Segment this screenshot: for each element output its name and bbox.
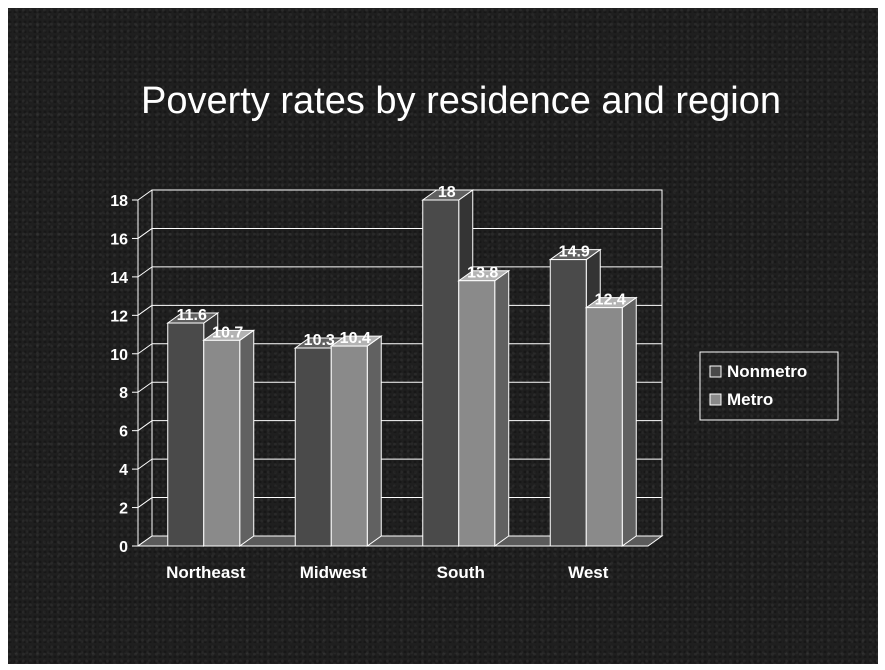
side-wall-gridline xyxy=(137,228,153,239)
y-tick-label: 18 xyxy=(110,193,128,210)
bar-side xyxy=(494,269,510,547)
bar xyxy=(458,280,496,547)
chart-title: Poverty rates by residence and region xyxy=(140,80,782,122)
side-wall-gridline xyxy=(137,304,153,316)
bar xyxy=(330,345,368,547)
side-wall-gridline xyxy=(137,343,153,355)
side-wall-gridline xyxy=(137,381,153,393)
data-label: 18 xyxy=(438,184,456,201)
bar-chart: 0 2 4 6 8 10 12 14 16 18 11.6 10.7 Northeast 10.3 10.4… xyxy=(110,184,839,582)
y-tick-label: 14 xyxy=(110,270,128,287)
legend-box xyxy=(699,351,839,421)
data-label: 11.6 xyxy=(177,307,207,324)
y-tick-label: 10 xyxy=(110,347,128,364)
data-label: 10.3 xyxy=(304,332,335,349)
bar xyxy=(549,259,587,547)
side-wall-gridline xyxy=(137,189,153,201)
bar xyxy=(294,347,332,547)
bar-side xyxy=(366,335,382,547)
bar-side xyxy=(239,329,255,547)
legend-swatch xyxy=(709,365,722,378)
data-label: 10.4 xyxy=(340,330,371,347)
y-tick-label: 0 xyxy=(119,539,128,556)
bar xyxy=(203,339,241,547)
x-category-label: Northeast xyxy=(166,563,246,582)
slide: Poverty rates by residence and region 0 2… xyxy=(8,8,878,664)
y-tick-label: 4 xyxy=(119,462,128,479)
x-category-label: West xyxy=(568,563,609,582)
legend-label: Metro xyxy=(727,390,773,409)
x-category-label: South xyxy=(437,563,485,582)
side-wall-gridline xyxy=(137,266,153,278)
bar xyxy=(422,199,460,547)
side-wall-gridline xyxy=(137,458,153,470)
side-wall-gridline xyxy=(137,420,153,432)
y-tick-label: 8 xyxy=(119,385,128,402)
data-label: 13.8 xyxy=(467,265,498,282)
y-tick-label: 6 xyxy=(119,424,128,441)
bar-side xyxy=(621,296,637,547)
y-tick-label: 16 xyxy=(110,231,128,248)
y-tick-label: 12 xyxy=(110,308,128,325)
legend-label: Nonmetro xyxy=(727,362,807,381)
y-tick-label: 2 xyxy=(119,501,128,518)
bar xyxy=(167,322,205,547)
side-wall-gridline xyxy=(137,497,153,508)
data-label: 12.4 xyxy=(595,292,626,309)
data-label: 10.7 xyxy=(212,324,243,341)
legend-swatch xyxy=(709,393,722,406)
x-category-label: Midwest xyxy=(300,563,367,582)
bar xyxy=(585,307,623,547)
data-label: 14.9 xyxy=(559,244,590,261)
